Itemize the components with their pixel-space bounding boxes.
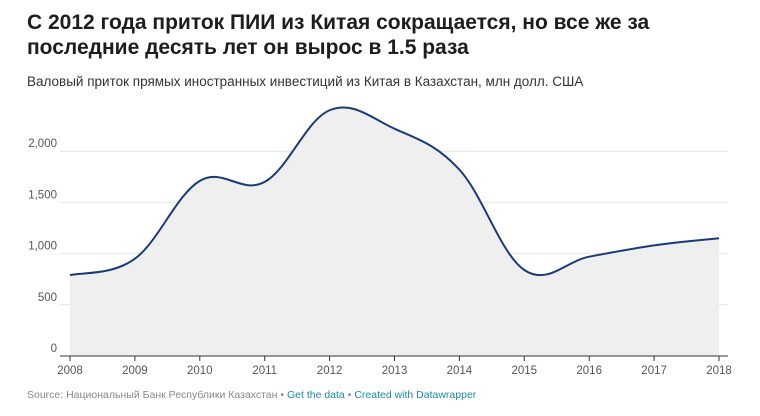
created-with-datawrapper-link[interactable]: Created with Datawrapper xyxy=(354,389,477,401)
y-tick-label: 1,000 xyxy=(28,241,57,253)
x-tick-label: 2008 xyxy=(57,365,83,377)
x-tick-label: 2009 xyxy=(122,365,148,377)
x-axis-labels: 2008 2009 2010 2011 2012 2013 2014 2015 2016 2017… xyxy=(57,365,732,377)
chart-subtitle: Валовый приток прямых иностранных инвест… xyxy=(27,74,584,89)
chart-title: С 2012 года приток ПИИ из Китая сокращае… xyxy=(27,11,650,59)
get-the-data-link[interactable]: Get the data xyxy=(286,389,345,401)
y-tick-label: 500 xyxy=(38,292,57,304)
x-tick-label: 2012 xyxy=(317,365,343,377)
x-tick-label: 2017 xyxy=(641,365,667,377)
x-tick-label: 2011 xyxy=(252,365,277,377)
y-tick-label: 1,500 xyxy=(28,189,57,201)
y-tick-label: 0 xyxy=(51,343,57,355)
x-axis-ticks xyxy=(69,356,720,361)
x-tick-label: 2013 xyxy=(382,365,408,377)
footer-separator: • xyxy=(347,389,352,401)
x-tick-label: 2010 xyxy=(187,365,213,377)
y-axis-labels: 0 500 1,000 1,500 2,000 xyxy=(28,138,57,355)
y-tick-label: 2,000 xyxy=(28,138,57,150)
footer-separator: • xyxy=(280,389,285,401)
x-tick-label: 2015 xyxy=(512,365,538,377)
series-line xyxy=(69,106,720,277)
x-tick-label: 2014 xyxy=(447,365,473,377)
area-fill xyxy=(70,107,719,356)
x-tick-label: 2016 xyxy=(576,365,602,377)
source-text: Source: Национальный Банк Республики Каз… xyxy=(27,389,278,401)
x-tick-label: 2018 xyxy=(706,365,732,377)
chart-footer: Source: Национальный Банк Республики Каз… xyxy=(27,389,476,401)
